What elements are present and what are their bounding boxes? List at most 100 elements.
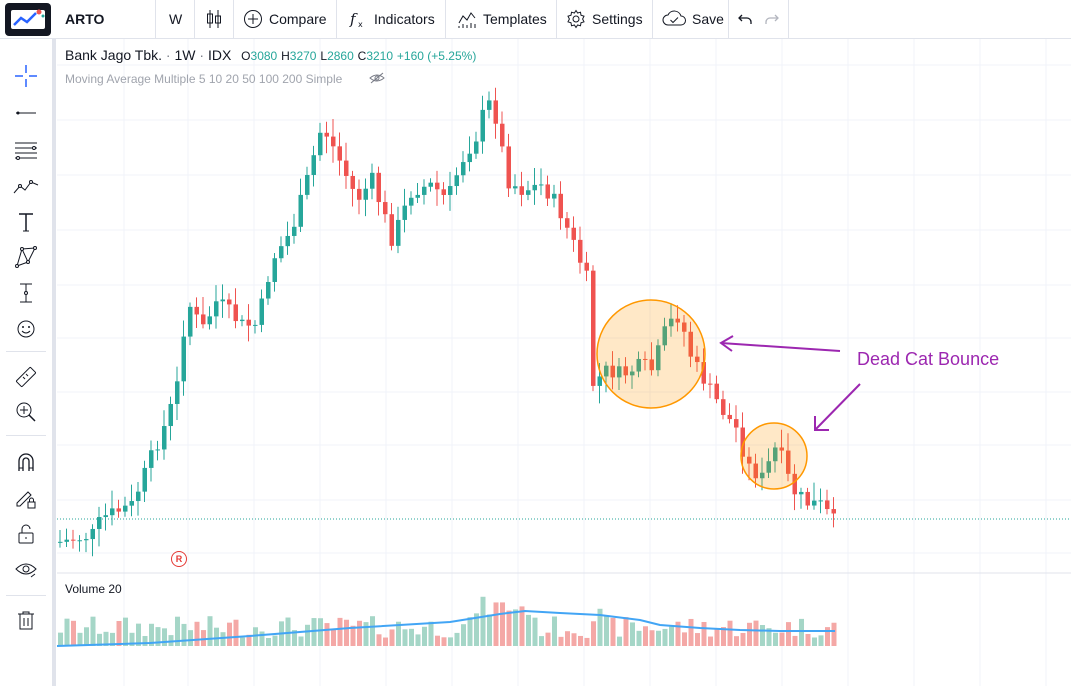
candle-body: [58, 541, 63, 543]
volume-bar: [136, 623, 141, 646]
candle-body: [383, 202, 388, 215]
volume-bar: [448, 637, 453, 646]
candle-body: [357, 188, 362, 200]
templates-button[interactable]: Templates: [457, 0, 547, 38]
candle-body: [571, 227, 576, 240]
legend-exchange: IDX: [207, 47, 232, 63]
highlight-circle-1[interactable]: [596, 299, 706, 409]
candle-body: [422, 186, 427, 195]
volume-bar: [584, 637, 590, 646]
volume-bar: [110, 632, 115, 646]
chart-style-button[interactable]: [206, 0, 228, 38]
volume-bar: [240, 637, 245, 646]
candle-body: [337, 146, 342, 161]
volume-bar: [812, 637, 817, 646]
hide-indicator-icon[interactable]: [369, 72, 385, 84]
candle-body: [669, 318, 674, 327]
volume-legend[interactable]: Volume 20: [65, 582, 122, 596]
remove-drawings-tool[interactable]: [11, 605, 41, 635]
volume-bar: [272, 635, 278, 646]
candle-body: [110, 508, 115, 516]
candle-body: [812, 500, 817, 506]
volume-bar: [649, 630, 655, 646]
measure-tool[interactable]: [11, 278, 41, 308]
volume-bar: [233, 619, 239, 646]
candle-body: [305, 174, 310, 195]
volume-bar: [773, 632, 778, 646]
lock-drawings-tool[interactable]: [11, 483, 41, 513]
arrow-head-2: [814, 416, 829, 431]
annotation-text[interactable]: Dead Cat Bounce: [857, 349, 1000, 369]
compare-label: Compare: [269, 11, 327, 27]
arrow-line-1[interactable]: [720, 342, 841, 352]
lock-tool[interactable]: [11, 519, 41, 549]
emoji-tool[interactable]: [11, 314, 41, 344]
event-marker[interactable]: R: [171, 551, 187, 567]
compare-button[interactable]: Compare: [243, 0, 327, 38]
arrow-line-2[interactable]: [814, 383, 861, 431]
open-value: 3080: [250, 49, 278, 63]
cloud-check-icon: [662, 10, 686, 26]
candle-body: [558, 193, 563, 219]
volume-bar: [480, 596, 486, 646]
candle-body: [97, 517, 102, 529]
save-button[interactable]: Save: [662, 0, 724, 38]
interval-button[interactable]: W: [169, 0, 182, 38]
divider: [233, 0, 234, 38]
volume-bar: [487, 614, 492, 646]
volume-bar: [721, 627, 726, 646]
undo-button[interactable]: [737, 0, 759, 38]
candle-body: [662, 326, 667, 346]
fib-icon: [15, 142, 37, 160]
candle-body: [155, 449, 160, 451]
candle-body: [643, 358, 648, 360]
candle-body: [649, 359, 654, 371]
settings-button[interactable]: Settings: [566, 0, 643, 38]
volume-bar: [643, 626, 648, 646]
crosshair-icon: [15, 65, 37, 87]
volume-bar: [227, 622, 232, 646]
candle-body: [285, 235, 290, 247]
volume-bar: [214, 627, 219, 646]
xabcd-tool[interactable]: [11, 242, 41, 272]
candle-body: [103, 515, 108, 518]
hide-tool[interactable]: [11, 554, 41, 584]
candle-body: [149, 450, 154, 468]
volume-bar: [714, 628, 720, 646]
symbol-search-button[interactable]: ARTO: [65, 0, 104, 38]
highlight-circle-2[interactable]: [740, 422, 808, 490]
close-label: C: [357, 49, 367, 63]
candle-body: [630, 371, 635, 376]
moving-average-legend[interactable]: Moving Average Multiple 5 10 20 50 100 2…: [65, 72, 343, 86]
symbol-name[interactable]: Bank Jago Tbk.: [65, 47, 163, 63]
divider: [6, 595, 46, 596]
pattern-tool[interactable]: [11, 172, 41, 202]
candle-body: [461, 162, 466, 176]
templates-label: Templates: [483, 11, 547, 27]
redo-button[interactable]: [764, 0, 786, 38]
candle-body: [311, 155, 316, 175]
candle-body: [389, 214, 394, 246]
candle-body: [714, 383, 719, 400]
text-tool[interactable]: [11, 207, 41, 237]
app-logo-icon[interactable]: [5, 3, 51, 36]
candle-body: [162, 426, 167, 450]
zoom-tool[interactable]: [11, 397, 41, 427]
volume-bar: [298, 636, 304, 646]
magnet-tool[interactable]: [11, 448, 41, 478]
ruler-tool[interactable]: [11, 362, 41, 392]
crosshair-tool[interactable]: [11, 61, 41, 91]
lock-icon: [18, 524, 34, 544]
volume-bar: [162, 628, 167, 646]
volume-bar: [344, 619, 349, 646]
volume-bar: [415, 634, 421, 646]
symbol-legend: Bank Jago Tbk. · 1W · IDX O3080 H3270 L2…: [65, 47, 477, 63]
candle-body: [207, 316, 212, 325]
fib-tool[interactable]: [11, 135, 41, 165]
trend-line-tool[interactable]: [11, 98, 41, 128]
symbol-label: ARTO: [65, 11, 105, 27]
volume-bar: [207, 616, 213, 646]
volume-bar: [747, 622, 752, 646]
